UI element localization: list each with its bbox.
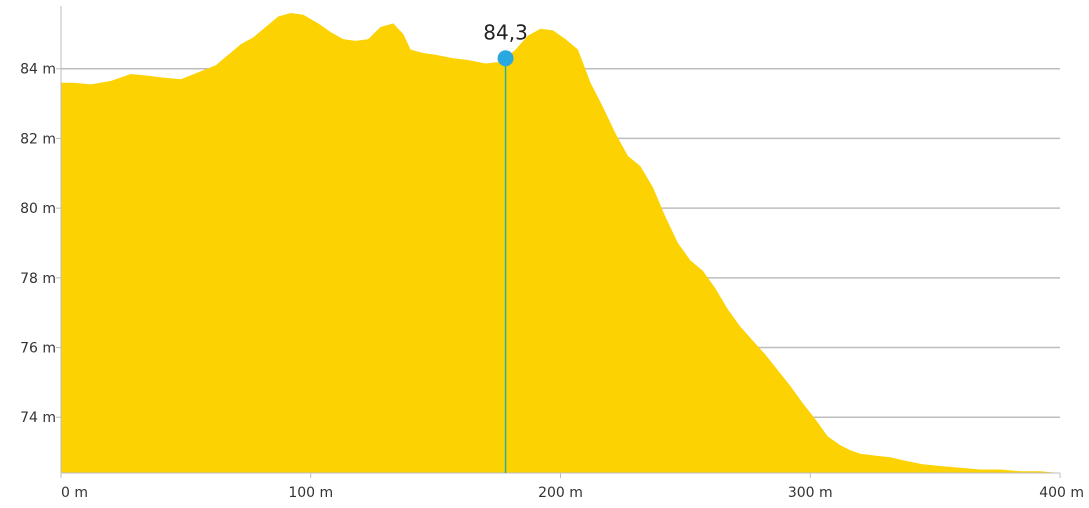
- y-tick-label: 84 m: [20, 62, 56, 78]
- y-axis-tick-labels: 74 m 76 m 78 m 80 m 82 m 84 m: [20, 62, 56, 427]
- hover-marker[interactable]: 84,3: [483, 20, 528, 473]
- y-tick-label: 76 m: [20, 341, 56, 357]
- x-axis-tick-labels: 0 m 100 m 200 m 300 m 400 m: [61, 485, 1084, 501]
- x-tick-label: 100 m: [288, 485, 333, 501]
- marker-dot[interactable]: [497, 50, 514, 67]
- axes: [56, 6, 1061, 478]
- y-tick-label: 74 m: [20, 410, 56, 426]
- area-series: [61, 13, 1060, 473]
- y-tick-label: 78 m: [20, 271, 56, 287]
- marker-value-label: 84,3: [483, 20, 528, 44]
- x-tick-label: 0 m: [61, 485, 88, 501]
- x-tick-label: 300 m: [788, 485, 833, 501]
- x-tick-label: 200 m: [538, 485, 583, 501]
- elevation-area-series-0: [61, 13, 1060, 473]
- y-tick-label: 82 m: [20, 131, 56, 147]
- x-tick-label: 400 m: [1039, 485, 1084, 501]
- y-tick-label: 80 m: [20, 201, 56, 217]
